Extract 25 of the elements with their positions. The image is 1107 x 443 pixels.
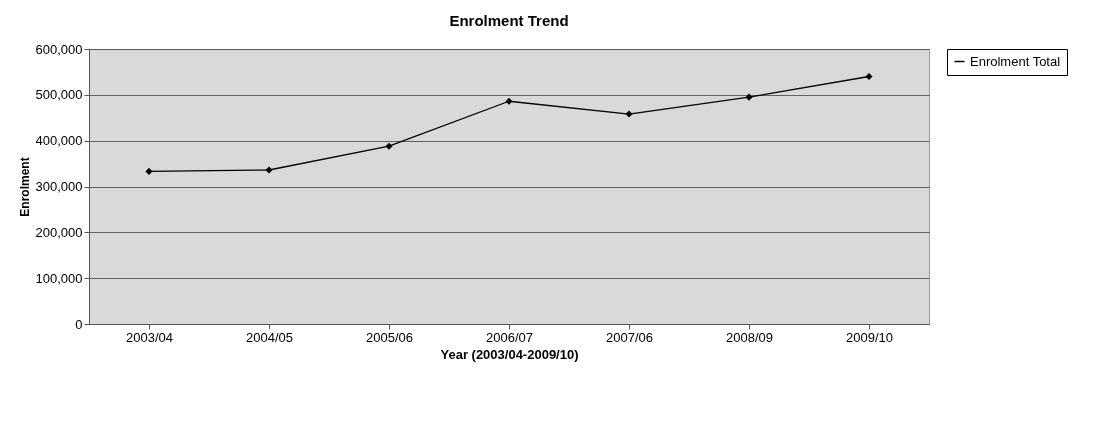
point: [745, 93, 753, 101]
y-tick-label: 100,000: [35, 270, 83, 286]
y-tick-label: 500,000: [35, 87, 83, 103]
y-tick-label: 0: [75, 316, 83, 332]
x-tick-label: 2008/09: [726, 329, 773, 345]
point: [385, 142, 393, 150]
x-tick-label: 2007/06: [606, 329, 653, 345]
y-tick-label: 200,000: [35, 224, 83, 240]
legend-label: Enrolment Total: [970, 53, 1061, 69]
point: [865, 72, 873, 81]
x-tick-label: 2003/04: [126, 329, 173, 345]
chart-title: Enrolment Trend: [449, 12, 569, 29]
y-tick-label: 600,000: [35, 41, 83, 57]
x-tick-label: 2005/06: [366, 329, 413, 345]
point: [505, 97, 513, 105]
x-tick-label: 2006/07: [486, 329, 533, 345]
point: [265, 166, 273, 174]
x-axis-title: Year (2003/04-2009/10): [440, 346, 579, 362]
point: [145, 167, 153, 175]
y-tick-label: 400,000: [35, 133, 83, 149]
x-tick-label: 2004/05: [246, 329, 293, 345]
point: [625, 110, 633, 118]
y-axis-title: Enrolment: [17, 157, 32, 217]
y-tick-label: 300,000: [35, 179, 83, 194]
x-tick-label: 2009/10: [846, 329, 893, 345]
